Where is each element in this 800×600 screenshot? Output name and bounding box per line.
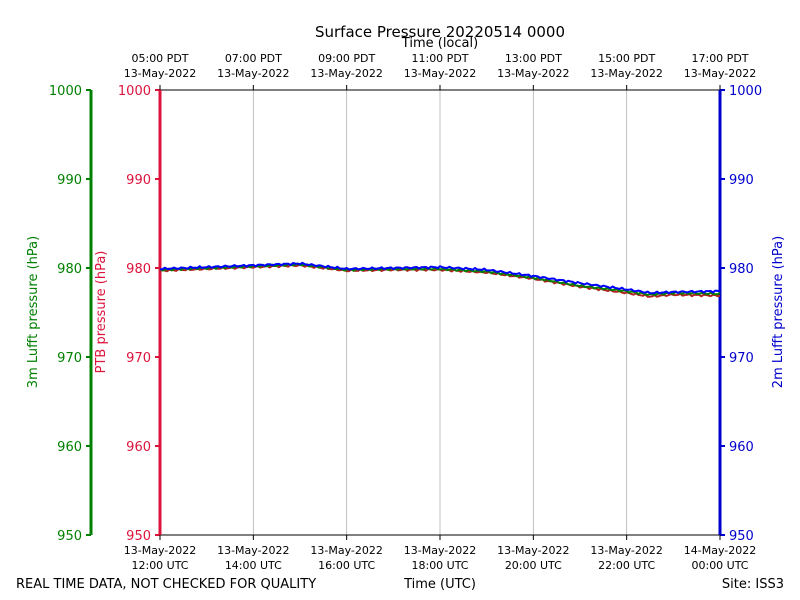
left-outer-y-tick-label: 970 <box>57 351 82 366</box>
top-tick-label-date: 13-May-2022 <box>590 67 662 80</box>
x-tick-label-date: 13-May-2022 <box>590 544 662 557</box>
left-inner-y-tick-label: 990 <box>126 173 151 188</box>
x-tick-label-date: 13-May-2022 <box>310 544 382 557</box>
x-tick-label-date: 13-May-2022 <box>217 544 289 557</box>
top-tick-label-time: 07:00 PDT <box>225 52 282 65</box>
grid-lines <box>252 90 628 535</box>
x-tick-label-time: 00:00 UTC <box>691 559 748 572</box>
left-inner-axis-label: PTB pressure (hPa) <box>94 251 109 374</box>
site-label: Site: ISS3 <box>722 577 784 592</box>
top-tick-label-time: 13:00 PDT <box>505 52 562 65</box>
left-outer-y-tick-label: 960 <box>57 440 82 455</box>
y-ticks: 950 960 970 980 990 1000 950 960 970 980 990 1000 95… <box>49 84 762 544</box>
quality-disclaimer: REAL TIME DATA, NOT CHECKED FOR QUALITY <box>16 577 316 592</box>
x-ticks: 13-May-2022 12:00 UTC 13-May-2022 14:00 UTC… <box>124 52 756 572</box>
x-tick-label-time: 16:00 UTC <box>318 559 375 572</box>
left-inner-y-tick-label: 970 <box>126 351 151 366</box>
x-tick-label-time: 18:00 UTC <box>411 559 468 572</box>
left-inner-y-tick-label: 980 <box>126 262 151 277</box>
top-tick-label-date: 13-May-2022 <box>310 67 382 80</box>
right-axis-label: 2m Lufft pressure (hPa) <box>771 236 786 388</box>
right-y-tick-label: 960 <box>729 440 754 455</box>
x-tick-label-time: 14:00 UTC <box>225 559 282 572</box>
top-tick-label-date: 13-May-2022 <box>124 67 196 80</box>
right-y-tick-label: 1000 <box>729 84 762 99</box>
top-tick-label-date: 13-May-2022 <box>217 67 289 80</box>
x-tick-label-date: 13-May-2022 <box>497 544 569 557</box>
series-group <box>159 261 721 298</box>
series-line <box>159 261 721 295</box>
top-tick-label-date: 13-May-2022 <box>404 67 476 80</box>
right-y-tick-label: 970 <box>729 351 754 366</box>
x-tick-label-date: 13-May-2022 <box>404 544 476 557</box>
top-tick-label-time: 15:00 PDT <box>598 52 655 65</box>
top-tick-label-time: 11:00 PDT <box>411 52 468 65</box>
right-y-tick-label: 980 <box>729 262 754 277</box>
top-axis-label: Time (local) <box>401 36 478 51</box>
left-inner-y-tick-label: 1000 <box>118 84 151 99</box>
left-inner-y-tick-label: 960 <box>126 440 151 455</box>
x-tick-label-time: 20:00 UTC <box>505 559 562 572</box>
left-outer-y-tick-label: 950 <box>57 529 82 544</box>
top-tick-label-time: 17:00 PDT <box>691 52 748 65</box>
left-inner-y-tick-label: 950 <box>126 529 151 544</box>
right-y-tick-label: 990 <box>729 173 754 188</box>
left-outer-y-tick-label: 980 <box>57 262 82 277</box>
x-axis-label: Time (UTC) <box>403 577 476 592</box>
top-tick-label-date: 13-May-2022 <box>684 67 756 80</box>
top-tick-label-time: 05:00 PDT <box>131 52 188 65</box>
x-tick-label-date: 13-May-2022 <box>124 544 196 557</box>
x-tick-label-time: 12:00 UTC <box>131 559 188 572</box>
left-outer-y-tick-label: 1000 <box>49 84 82 99</box>
left-outer-y-tick-label: 990 <box>57 173 82 188</box>
top-tick-label-time: 09:00 PDT <box>318 52 375 65</box>
right-y-tick-label: 950 <box>729 529 754 544</box>
x-tick-label-date: 14-May-2022 <box>684 544 756 557</box>
top-tick-label-date: 13-May-2022 <box>497 67 569 80</box>
chart-title: Surface Pressure 20220514 0000 <box>315 23 565 41</box>
left-outer-axis-label: 3m Lufft pressure (hPa) <box>26 236 41 388</box>
x-tick-label-time: 22:00 UTC <box>598 559 655 572</box>
